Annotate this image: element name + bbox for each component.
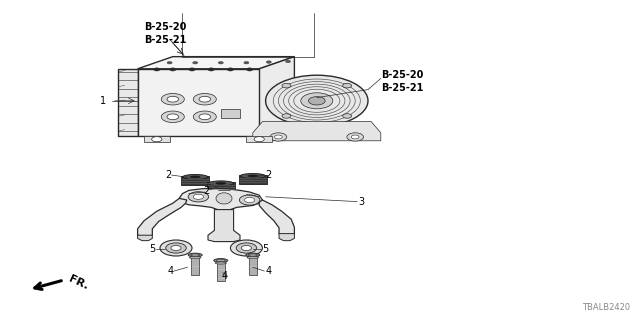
- Circle shape: [189, 68, 195, 71]
- Circle shape: [171, 245, 181, 251]
- Text: B-25-20
B-25-21: B-25-20 B-25-21: [381, 70, 423, 93]
- Ellipse shape: [190, 176, 200, 178]
- Text: 4: 4: [168, 266, 174, 276]
- Circle shape: [167, 61, 172, 64]
- Ellipse shape: [208, 181, 234, 186]
- Circle shape: [218, 61, 223, 64]
- Circle shape: [166, 243, 186, 253]
- Polygon shape: [279, 234, 294, 241]
- Text: 2: 2: [266, 170, 272, 180]
- Circle shape: [193, 194, 204, 199]
- Circle shape: [351, 135, 359, 139]
- Circle shape: [347, 133, 364, 141]
- Circle shape: [193, 61, 198, 64]
- Circle shape: [266, 75, 368, 126]
- Polygon shape: [207, 182, 235, 191]
- Text: FR.: FR.: [67, 273, 90, 291]
- Ellipse shape: [248, 254, 257, 256]
- Ellipse shape: [189, 257, 201, 259]
- Ellipse shape: [191, 254, 200, 256]
- Polygon shape: [179, 188, 262, 211]
- Polygon shape: [144, 136, 170, 142]
- Ellipse shape: [214, 259, 228, 262]
- Ellipse shape: [215, 262, 227, 264]
- Circle shape: [282, 114, 291, 118]
- Ellipse shape: [188, 253, 202, 257]
- Circle shape: [244, 61, 249, 64]
- Circle shape: [282, 84, 291, 88]
- Circle shape: [170, 68, 176, 71]
- Circle shape: [193, 93, 216, 105]
- Text: 5: 5: [149, 244, 156, 254]
- Circle shape: [161, 111, 184, 123]
- Polygon shape: [208, 210, 240, 242]
- Text: 2: 2: [165, 170, 172, 180]
- Polygon shape: [249, 257, 257, 275]
- Polygon shape: [138, 69, 259, 136]
- Ellipse shape: [216, 193, 232, 204]
- Polygon shape: [217, 262, 225, 281]
- Circle shape: [266, 61, 271, 63]
- Circle shape: [152, 137, 162, 142]
- Polygon shape: [259, 57, 294, 136]
- Polygon shape: [181, 176, 209, 185]
- Polygon shape: [221, 109, 240, 118]
- Circle shape: [285, 60, 291, 63]
- Polygon shape: [239, 175, 267, 184]
- Polygon shape: [118, 69, 138, 136]
- Polygon shape: [259, 200, 294, 236]
- Circle shape: [254, 137, 264, 142]
- Circle shape: [246, 68, 253, 71]
- Circle shape: [244, 197, 255, 203]
- Circle shape: [161, 93, 184, 105]
- Ellipse shape: [246, 253, 260, 257]
- Circle shape: [160, 240, 192, 256]
- Circle shape: [239, 195, 260, 205]
- Ellipse shape: [248, 175, 258, 177]
- Text: 1: 1: [99, 96, 106, 106]
- Circle shape: [241, 245, 252, 251]
- Circle shape: [301, 93, 333, 109]
- Text: 4: 4: [266, 266, 272, 276]
- Circle shape: [227, 68, 234, 71]
- Polygon shape: [138, 235, 152, 241]
- Circle shape: [342, 84, 351, 88]
- Circle shape: [308, 97, 325, 105]
- Circle shape: [154, 68, 160, 71]
- Circle shape: [236, 243, 257, 253]
- Text: 2: 2: [204, 186, 210, 196]
- Circle shape: [270, 133, 287, 141]
- Ellipse shape: [216, 182, 226, 184]
- Circle shape: [167, 96, 179, 102]
- Polygon shape: [138, 198, 187, 237]
- Circle shape: [199, 96, 211, 102]
- Text: B-25-20
B-25-21: B-25-20 B-25-21: [144, 22, 186, 45]
- Circle shape: [208, 68, 214, 71]
- Text: 3: 3: [358, 196, 365, 207]
- Circle shape: [199, 114, 211, 120]
- Text: 5: 5: [262, 244, 269, 254]
- Text: 4: 4: [221, 271, 227, 282]
- Ellipse shape: [247, 257, 259, 259]
- Circle shape: [193, 111, 216, 123]
- Circle shape: [167, 114, 179, 120]
- Ellipse shape: [240, 173, 266, 179]
- Polygon shape: [191, 257, 199, 275]
- Polygon shape: [138, 57, 294, 69]
- Circle shape: [342, 114, 351, 118]
- Circle shape: [188, 192, 209, 202]
- Circle shape: [275, 135, 282, 139]
- Circle shape: [230, 240, 262, 256]
- Ellipse shape: [216, 259, 225, 262]
- Text: TBALB2420: TBALB2420: [582, 303, 630, 312]
- Ellipse shape: [182, 174, 208, 180]
- Polygon shape: [246, 136, 272, 142]
- Polygon shape: [253, 122, 381, 141]
